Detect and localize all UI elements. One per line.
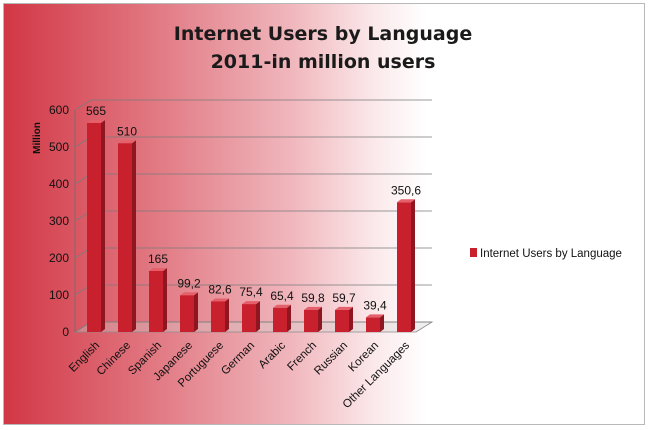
legend: Internet Users by Language [470,248,622,260]
y-tick-label: 100 [49,288,69,302]
gridline-diag [74,99,92,111]
y-tick-label: 500 [49,140,69,154]
data-label: 565 [86,104,106,118]
y-axis-ticks: 0 100 200 300 400 500 600 [49,103,69,339]
data-labels: 565 510 165 99,2 82,6 75,4 65,4 59,8 59,7 39,4 350… [86,104,421,312]
bar [211,298,229,332]
data-label: 65,4 [270,289,294,303]
data-label: 59,8 [301,291,325,305]
y-axis-label: Million [32,122,43,154]
chart-title-line-1: Internet Users by Language [174,23,472,45]
data-label: 75,4 [239,285,263,299]
legend-swatch [470,248,477,257]
bar [304,306,322,332]
bar [397,199,415,332]
data-label: 39,4 [363,298,387,312]
data-label: 510 [117,124,137,138]
category-label: Arabic [257,339,289,371]
chart-title-line-2: 2011-in million users [211,51,436,73]
category-label: Chinese [95,340,133,378]
category-label: German [219,340,257,378]
data-label: 82,6 [208,282,232,296]
y-tick-label: 300 [49,214,69,228]
bar [149,267,167,332]
bar [366,314,384,332]
chart-area [3,3,645,425]
bar [87,119,105,332]
data-label: 350,6 [391,183,421,197]
y-tick-label: 600 [49,103,69,117]
y-tick-label: 400 [49,177,69,191]
data-label: 99,2 [177,276,201,290]
y-tick-label: 0 [62,325,69,339]
data-label: 165 [148,252,168,266]
bar [273,304,291,332]
legend-label: Internet Users by Language [480,248,622,260]
category-labels: EnglishChineseSpanishJapanesePortugueseG… [67,339,412,411]
bar [180,292,198,332]
bar [242,301,260,332]
y-tick-label: 200 [49,251,69,265]
category-label: Russian [312,340,350,378]
data-label: 59,7 [332,291,356,305]
bar [335,306,353,332]
bar [118,140,136,332]
bars [87,119,415,332]
